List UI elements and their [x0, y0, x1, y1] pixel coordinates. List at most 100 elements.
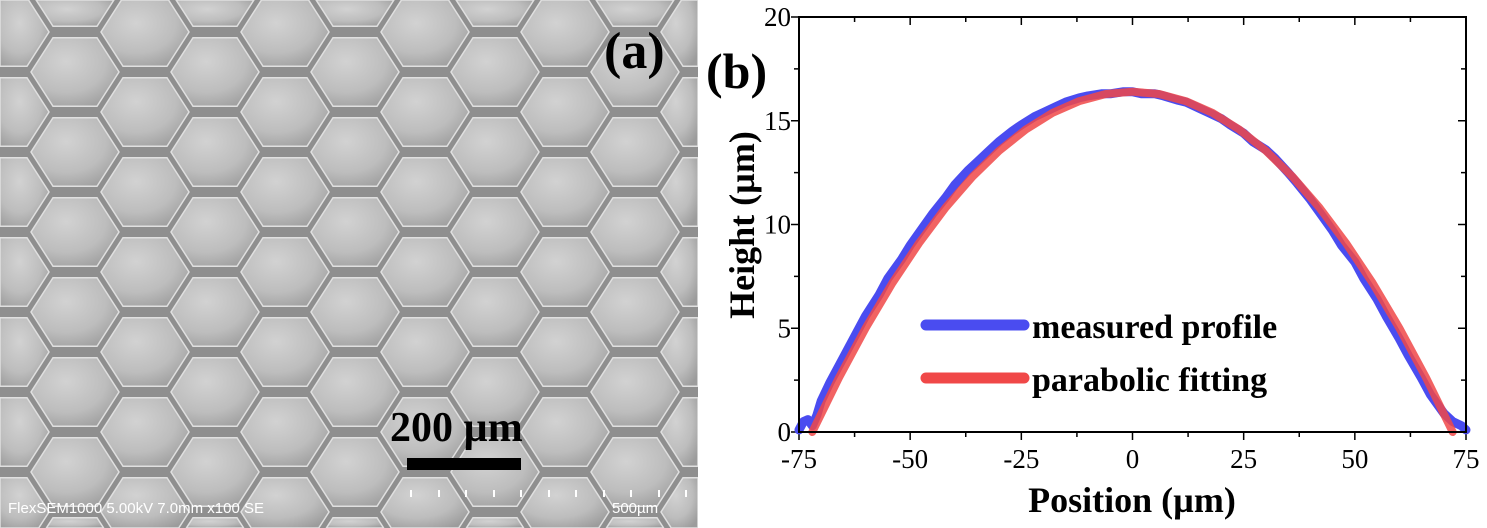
sem-image — [0, 0, 698, 528]
sem-tick — [602, 490, 605, 497]
panel-a-label: (a) — [604, 23, 665, 80]
microlens-hexagon — [660, 396, 698, 468]
microlens-hexagon — [605, 516, 665, 528]
microlens-hexagon — [0, 476, 50, 528]
microlens-hexagon — [660, 236, 698, 308]
y-tick-label: 10 — [764, 210, 791, 240]
microlens-hexagon — [310, 116, 400, 188]
microlens-hexagon — [240, 76, 330, 148]
x-tick-label: 75 — [1453, 444, 1480, 474]
microlens-hexagon — [240, 0, 330, 68]
microlens-hexagon — [30, 276, 120, 348]
microlens-hexagon — [450, 436, 540, 508]
microlens-hexagon — [520, 76, 610, 148]
microlens-hexagon — [310, 436, 400, 508]
microlens-hexagon — [240, 156, 330, 228]
sem-tick — [630, 490, 632, 497]
y-tick-label: 20 — [764, 2, 791, 32]
x-tick-label: -50 — [892, 444, 928, 474]
microlens-hexagon — [380, 0, 470, 68]
microlens-hexagon — [450, 196, 540, 268]
hexagonal-microlens-array — [0, 0, 698, 528]
microlens-hexagon — [35, 0, 115, 28]
microlens-hexagon — [0, 236, 50, 308]
x-tick-label: 0 — [1126, 444, 1140, 474]
y-axis-label: Height (µm) — [722, 131, 762, 319]
microlens-hexagon — [100, 316, 190, 388]
microlens-hexagon — [590, 196, 680, 268]
microlens-hexagon — [520, 396, 610, 468]
x-tick-label: 50 — [1341, 444, 1368, 474]
microlens-hexagon — [450, 276, 540, 348]
microlens-hexagon — [520, 476, 610, 528]
x-axis-label: Position (µm) — [1028, 480, 1236, 520]
microlens-hexagon — [380, 236, 470, 308]
microlens-hexagon — [455, 0, 535, 28]
sem-tick — [465, 490, 467, 497]
microlens-hexagon — [660, 316, 698, 388]
microlens-hexagon — [590, 116, 680, 188]
microlens-hexagon — [380, 156, 470, 228]
series-parabolic-fitting — [808, 87, 1457, 436]
microlens-hexagon — [0, 316, 50, 388]
microlens-hexagon — [450, 356, 540, 428]
microlens-hexagon — [315, 0, 395, 28]
microlens-hexagon — [170, 436, 260, 508]
microlens-hexagon — [595, 0, 675, 28]
microlens-hexagon — [450, 36, 540, 108]
sem-tick — [575, 490, 577, 497]
microlens-hexagon — [660, 476, 698, 528]
microlens-hexagon — [0, 156, 50, 228]
microlens-hexagon — [590, 356, 680, 428]
microlens-hexagon — [45, 516, 105, 528]
microlens-hexagon — [100, 476, 190, 528]
sem-instrument-info: FlexSEM1000 5.00kV 7.0mm x100 SE — [8, 500, 264, 517]
microlens-hexagon — [240, 396, 330, 468]
microlens-hexagon — [465, 516, 525, 528]
microlens-hexagon — [30, 36, 120, 108]
microlens-hexagon — [590, 36, 680, 108]
microlens-hexagon — [450, 116, 540, 188]
y-tick-label: 0 — [778, 417, 792, 447]
microlens-hexagon — [380, 316, 470, 388]
microlens-hexagon — [170, 196, 260, 268]
microlens-hexagon — [310, 196, 400, 268]
microlens-hexagon — [175, 0, 255, 28]
microlens-hexagon — [310, 356, 400, 428]
legend-label-fit: parabolic fitting — [1032, 362, 1267, 399]
sem-tick — [547, 490, 550, 497]
scale-bar-label: 200 µm — [390, 405, 523, 451]
x-tick-label: -75 — [781, 444, 817, 474]
microlens-hexagon — [170, 276, 260, 348]
microlens-hexagon — [0, 0, 50, 68]
y-tick-label: 5 — [778, 313, 792, 343]
microlens-hexagon — [30, 116, 120, 188]
microlens-hexagon — [325, 516, 385, 528]
panel-b-label: (b) — [706, 43, 767, 99]
sem-tick — [685, 490, 687, 497]
sem-micron-ticks — [410, 490, 687, 498]
x-tick-label: -25 — [1003, 444, 1039, 474]
microlens-hexagon — [185, 516, 245, 528]
sem-tick — [657, 490, 660, 497]
microlens-hexagon — [520, 0, 610, 68]
sem-tick — [492, 490, 495, 497]
microlens-hexagon — [100, 236, 190, 308]
microlens-hexagon — [240, 316, 330, 388]
microlens-hexagon — [170, 116, 260, 188]
plot-frame — [798, 16, 1467, 433]
sem-tick — [437, 490, 440, 497]
height-profile-chart: -75 -50 -25 0 25 50 75 0 5 10 15 20 (b) Height (µm)… — [706, 2, 1480, 520]
sem-tick — [410, 490, 412, 497]
microlens-hexagon — [520, 236, 610, 308]
microlens-hexagon — [100, 0, 190, 68]
microlens-hexagon — [170, 36, 260, 108]
microlens-hexagon — [240, 236, 330, 308]
y-tick-label: 15 — [764, 106, 791, 136]
microlens-hexagon — [100, 76, 190, 148]
legend-label-measured: measured profile — [1032, 309, 1277, 346]
microlens-hexagon — [520, 156, 610, 228]
microlens-hexagon — [100, 396, 190, 468]
microlens-hexagon — [30, 196, 120, 268]
x-tick-label: 25 — [1230, 444, 1257, 474]
